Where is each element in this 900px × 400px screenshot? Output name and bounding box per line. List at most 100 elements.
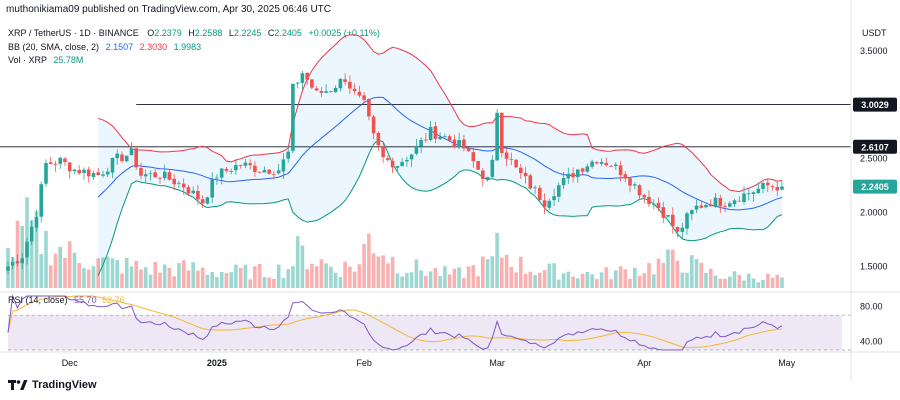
candle-body[interactable] [343, 79, 347, 82]
candle-body[interactable] [590, 161, 594, 167]
candle-body[interactable] [709, 204, 713, 207]
candle-body[interactable] [542, 200, 547, 207]
candle-body[interactable] [618, 165, 623, 176]
candle-body[interactable] [67, 162, 72, 172]
candle-body[interactable] [124, 155, 129, 162]
candle-body[interactable] [286, 151, 290, 159]
candle-body[interactable] [490, 159, 495, 177]
candle-body[interactable] [685, 213, 689, 229]
candle-body[interactable] [737, 200, 742, 202]
candle-body[interactable] [310, 79, 314, 88]
candle-body[interactable] [357, 91, 362, 96]
candle-body[interactable] [234, 165, 238, 171]
candle-body[interactable] [576, 169, 580, 178]
candle-body[interactable] [139, 168, 143, 176]
candle-body[interactable] [723, 206, 727, 207]
candle-body[interactable] [105, 171, 110, 175]
candle-body[interactable] [248, 163, 252, 166]
candles[interactable] [6, 71, 784, 275]
candle-body[interactable] [238, 165, 243, 166]
candle-body[interactable] [300, 73, 305, 83]
candle-body[interactable] [253, 165, 257, 172]
candle-body[interactable] [333, 88, 338, 93]
candle-body[interactable] [229, 171, 233, 172]
candle-body[interactable] [466, 147, 471, 152]
candle-body[interactable] [457, 140, 461, 148]
candle-body[interactable] [633, 184, 637, 186]
candle-body[interactable] [153, 172, 157, 178]
candle-body[interactable] [471, 152, 476, 162]
candle-body[interactable] [329, 91, 333, 93]
candle-body[interactable] [656, 202, 661, 208]
candle-body[interactable] [599, 162, 604, 164]
candle-body[interactable] [699, 205, 704, 208]
candle-body[interactable] [514, 159, 518, 168]
candle-body[interactable] [409, 154, 414, 160]
candle-body[interactable] [367, 99, 371, 117]
candle-body[interactable] [775, 187, 780, 191]
candle-body[interactable] [210, 179, 214, 198]
candle-body[interactable] [447, 136, 452, 141]
candle-body[interactable] [338, 78, 343, 89]
candle-body[interactable] [48, 162, 53, 164]
candle-body[interactable] [148, 173, 153, 174]
candle-body[interactable] [485, 177, 490, 180]
candle-body[interactable] [609, 166, 613, 167]
candle-body[interactable] [162, 171, 167, 179]
candle-body[interactable] [585, 166, 590, 172]
candle-body[interactable] [291, 83, 295, 151]
candle-body[interactable] [101, 174, 105, 176]
candle-body[interactable] [671, 214, 675, 227]
candle-body[interactable] [452, 139, 457, 148]
candle-body[interactable] [53, 164, 58, 165]
candle-body[interactable] [476, 161, 480, 170]
candle-body[interactable] [528, 175, 533, 189]
candle-body[interactable] [642, 195, 647, 198]
candle-body[interactable] [172, 178, 176, 185]
candle-body[interactable] [770, 186, 775, 187]
candle-body[interactable] [110, 158, 115, 173]
candle-body[interactable] [704, 205, 708, 208]
candle-body[interactable] [766, 182, 770, 186]
candle-body[interactable] [77, 170, 81, 174]
candle-body[interactable] [419, 140, 423, 147]
candle-body[interactable] [675, 227, 680, 232]
time-axis[interactable]: Dec 2025 Feb Mar Apr May [62, 358, 796, 368]
candle-body[interactable] [694, 205, 699, 210]
candle-body[interactable] [533, 187, 537, 189]
candle-body[interactable] [747, 193, 751, 195]
candle-body[interactable] [780, 186, 784, 190]
candle-body[interactable] [390, 161, 395, 168]
horizontal-levels[interactable] [0, 104, 851, 148]
candle-body[interactable] [561, 178, 566, 186]
candle-body[interactable] [6, 266, 10, 271]
candle-body[interactable] [661, 207, 666, 218]
candle-body[interactable] [428, 126, 433, 140]
candle-body[interactable] [276, 170, 281, 174]
candle-body[interactable] [523, 172, 528, 177]
candle-body[interactable] [761, 183, 765, 189]
candle-body[interactable] [305, 73, 309, 80]
candle-body[interactable] [405, 160, 409, 162]
candle-body[interactable] [647, 196, 651, 205]
candle-body[interactable] [262, 170, 267, 173]
candle-body[interactable] [34, 217, 39, 228]
candle-body[interactable] [91, 173, 96, 177]
candle-body[interactable] [72, 169, 77, 172]
candle-body[interactable] [381, 146, 385, 158]
candle-body[interactable] [604, 162, 609, 166]
candle-body[interactable] [495, 112, 499, 161]
candle-body[interactable] [281, 159, 286, 172]
candle-body[interactable] [319, 91, 324, 93]
candle-body[interactable] [580, 168, 585, 172]
candle-body[interactable] [400, 162, 404, 167]
candle-body[interactable] [371, 116, 376, 134]
candle-body[interactable] [158, 177, 162, 179]
candle-body[interactable] [29, 226, 34, 242]
candle-body[interactable] [713, 197, 718, 207]
candle-body[interactable] [462, 139, 466, 149]
candle-body[interactable] [243, 162, 248, 166]
candle-body[interactable] [628, 178, 632, 186]
candle-body[interactable] [20, 258, 24, 264]
